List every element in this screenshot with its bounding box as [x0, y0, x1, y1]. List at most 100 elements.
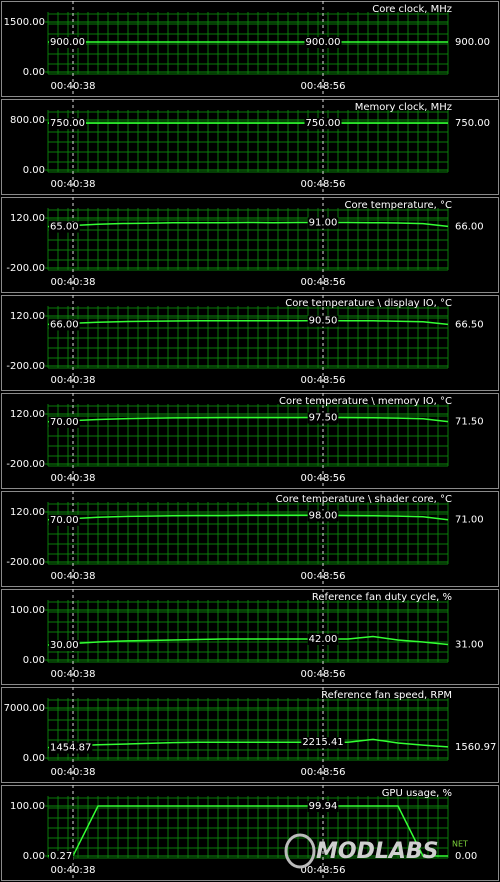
- x-tick-label: 00:48:56: [301, 473, 346, 484]
- x-tick-label: 00:48:56: [301, 865, 346, 876]
- series-line: [47, 221, 449, 228]
- y-tick-label: -200.00: [6, 263, 45, 274]
- series-line: [47, 319, 449, 326]
- y-tick-label: 0.00: [23, 851, 45, 862]
- x-tick-label: 00:40:38: [51, 669, 96, 680]
- value-label: 750.00: [306, 118, 341, 129]
- x-tick-label: 00:48:56: [301, 179, 346, 190]
- watermark-suffix: NET: [452, 840, 468, 849]
- value-label-bg: [49, 37, 86, 48]
- panel-border: [1, 687, 499, 783]
- value-label: 90.50: [309, 316, 338, 327]
- value-label-bg: [304, 37, 342, 48]
- y-tick-label: 0.00: [23, 165, 45, 176]
- value-label: 900.00: [455, 37, 490, 48]
- value-label-bg: [49, 742, 93, 754]
- x-tick-label: 00:48:56: [301, 375, 346, 386]
- y-tick-label: 0.00: [23, 753, 45, 764]
- value-label: 70.00: [50, 417, 79, 428]
- x-tick-label: 00:40:38: [51, 473, 96, 484]
- panel-border: [1, 197, 499, 293]
- value-label: 0.27: [50, 851, 72, 862]
- panel-border: [1, 393, 499, 489]
- y-tick-label: -200.00: [6, 557, 45, 568]
- chart-title: Core temperature \ display IO, °C: [285, 298, 452, 309]
- x-tick-label: 00:40:38: [51, 767, 96, 778]
- series-line: [47, 416, 449, 423]
- x-tick-label: 00:40:38: [51, 865, 96, 876]
- panel-border: [1, 785, 499, 881]
- x-tick-label: 00:40:38: [51, 375, 96, 386]
- y-tick-label: 0.00: [23, 67, 45, 78]
- value-label: 98.00: [309, 510, 338, 521]
- x-tick-label: 00:40:38: [51, 81, 96, 92]
- watermark-text: MODLABS: [316, 839, 439, 864]
- x-tick-label: 00:40:38: [51, 571, 96, 582]
- value-label-bg: [49, 514, 80, 526]
- value-label-bg: [307, 634, 339, 645]
- x-tick-label: 00:48:56: [301, 669, 346, 680]
- value-label: 71.00: [455, 515, 484, 526]
- value-label-bg: [304, 118, 342, 130]
- series-line: [47, 514, 449, 521]
- value-label: 65.00: [50, 222, 79, 233]
- chart-title: Memory clock, MHz: [355, 102, 452, 113]
- panel-border: [1, 99, 499, 195]
- value-label-bg: [49, 319, 80, 331]
- value-label-bg: [49, 850, 74, 862]
- panel-border: [1, 295, 499, 391]
- y-tick-label: 120.00: [10, 409, 45, 420]
- value-label-bg: [49, 221, 80, 233]
- chart-title: Core temperature \ shader core, °C: [276, 494, 452, 505]
- y-tick-label: -200.00: [6, 459, 45, 470]
- value-label: 66.50: [455, 319, 484, 330]
- value-label: 750.00: [50, 118, 85, 129]
- value-label: 30.00: [50, 640, 79, 651]
- chart-title: GPU usage, %: [382, 788, 452, 799]
- value-label: 66.00: [455, 221, 484, 232]
- chart-title: Reference fan duty cycle, %: [312, 592, 452, 603]
- x-tick-label: 00:48:56: [301, 571, 346, 582]
- value-label: 2215.41: [302, 737, 343, 748]
- panel-border: [1, 1, 499, 97]
- value-label: 900.00: [50, 37, 85, 48]
- x-tick-label: 00:40:38: [51, 277, 96, 288]
- value-label: 1560.97: [455, 742, 496, 753]
- value-label: 42.00: [309, 634, 338, 645]
- panel-border: [1, 589, 499, 685]
- value-label-bg: [307, 510, 339, 522]
- chart-title: Core clock, MHz: [372, 4, 452, 15]
- series-line: [47, 635, 449, 646]
- value-label: 31.00: [455, 640, 484, 651]
- value-label: 71.50: [455, 417, 484, 428]
- value-label-bg: [307, 315, 339, 327]
- chart-title: Reference fan speed, RPM: [321, 690, 452, 701]
- y-tick-label: 1500.00: [4, 17, 45, 28]
- watermark: MODLABS NET: [284, 833, 468, 869]
- value-label-bg: [49, 416, 80, 428]
- value-label: 0.00: [455, 851, 477, 862]
- y-tick-label: 7000.00: [4, 703, 45, 714]
- value-label-bg: [49, 118, 86, 130]
- y-tick-label: 120.00: [10, 507, 45, 518]
- y-tick-label: 800.00: [10, 115, 45, 126]
- value-label-bg: [307, 412, 339, 424]
- value-label: 66.00: [50, 319, 79, 330]
- x-tick-label: 00:48:56: [301, 767, 346, 778]
- value-label-bg: [301, 737, 345, 749]
- y-tick-label: 100.00: [10, 801, 45, 812]
- value-label-bg: [307, 217, 339, 229]
- y-tick-label: 120.00: [10, 213, 45, 224]
- value-label-bg: [49, 640, 80, 651]
- y-tick-label: 120.00: [10, 311, 45, 322]
- y-tick-label: 0.00: [23, 655, 45, 666]
- value-label: 97.50: [309, 413, 338, 424]
- series-line: [48, 805, 448, 857]
- x-tick-label: 00:48:56: [301, 81, 346, 92]
- value-label: 91.00: [309, 218, 338, 229]
- value-label: 1454.87: [50, 743, 91, 754]
- chart-title: Core temperature \ memory IO, °C: [279, 396, 452, 407]
